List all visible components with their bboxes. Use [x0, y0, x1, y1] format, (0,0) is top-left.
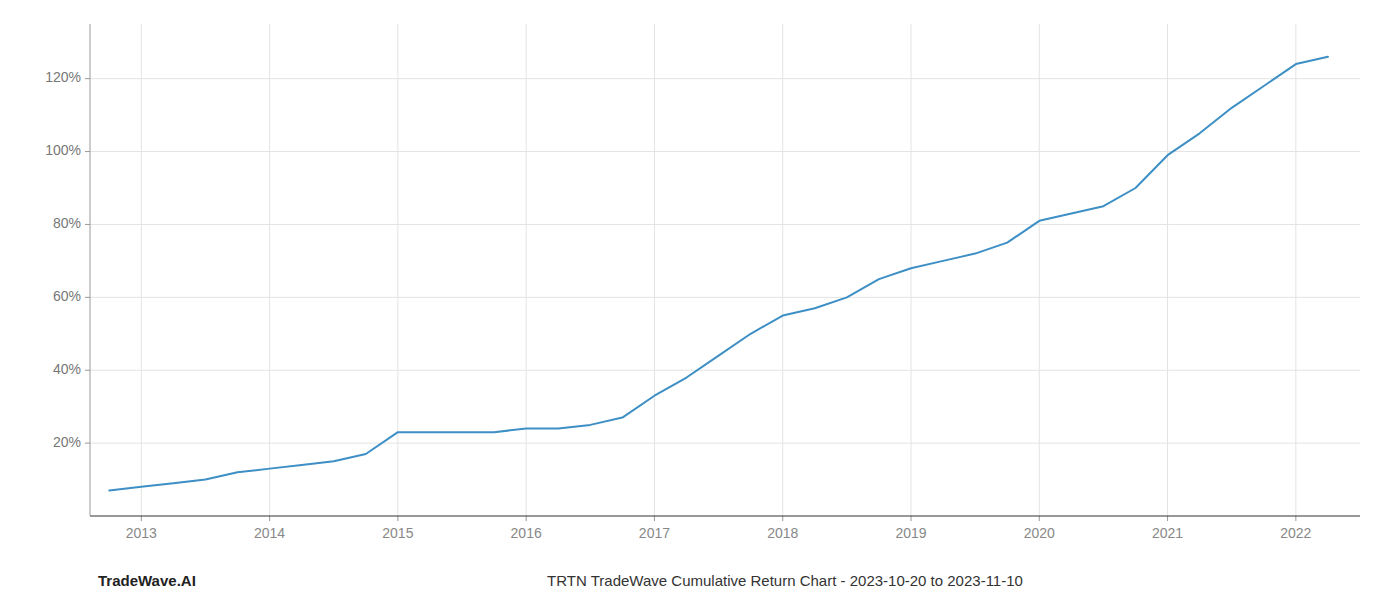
x-tick-label: 2022	[1280, 525, 1311, 541]
watermark: TradeWave.AI	[98, 572, 196, 589]
y-tick	[85, 443, 90, 444]
x-axis-line	[90, 515, 1360, 516]
y-tick	[85, 370, 90, 371]
y-tick-label: 20%	[53, 434, 81, 450]
y-tick-label: 60%	[53, 288, 81, 304]
x-tick	[526, 516, 527, 521]
y-grid-line	[90, 370, 1360, 371]
x-tick	[397, 516, 398, 521]
plot-area	[109, 57, 1328, 491]
x-tick	[1039, 516, 1040, 521]
y-grid-line	[90, 297, 1360, 298]
x-tick-label: 2013	[126, 525, 157, 541]
y-tick	[85, 297, 90, 298]
axes: 20% 40% 60% 80% 100% 120% 2013 2014 2015 2016 2017…	[45, 24, 1360, 541]
x-tick-label: 2021	[1152, 525, 1183, 541]
x-grid-line	[911, 24, 912, 516]
x-tick-label: 2019	[895, 525, 926, 541]
y-axis-line	[90, 24, 91, 516]
x-tick	[141, 516, 142, 521]
x-tick-label: 2015	[382, 525, 413, 541]
grid	[90, 24, 1360, 516]
x-grid-line	[269, 24, 270, 516]
x-tick	[269, 516, 270, 521]
y-tick-label: 40%	[53, 361, 81, 377]
x-grid-line	[654, 24, 655, 516]
x-tick	[1295, 516, 1296, 521]
x-tick	[782, 516, 783, 521]
x-tick	[911, 516, 912, 521]
y-tick-label: 100%	[45, 142, 81, 158]
x-grid-line	[397, 24, 398, 516]
x-tick-label: 2017	[639, 525, 670, 541]
x-tick-label: 2018	[767, 525, 798, 541]
x-grid-line	[526, 24, 527, 516]
x-tick-label: 2020	[1024, 525, 1055, 541]
chart-container: 20% 40% 60% 80% 100% 120% 2013 2014 2015 2016 2017…	[0, 0, 1400, 600]
y-tick	[85, 78, 90, 79]
x-tick	[654, 516, 655, 521]
x-grid-line	[1039, 24, 1040, 516]
y-tick-label: 120%	[45, 69, 81, 85]
x-grid-line	[141, 24, 142, 516]
data-line	[109, 57, 1328, 491]
x-grid-line	[782, 24, 783, 516]
background	[0, 0, 1400, 600]
y-tick	[85, 224, 90, 225]
x-tick-label: 2014	[254, 525, 285, 541]
x-grid-line	[1167, 24, 1168, 516]
y-grid-line	[90, 78, 1360, 79]
y-tick-label: 80%	[53, 215, 81, 231]
x-tick-label: 2016	[511, 525, 542, 541]
chart-title: TRTN TradeWave Cumulative Return Chart -…	[547, 572, 1023, 589]
y-grid-line	[90, 443, 1360, 444]
y-grid-line	[90, 224, 1360, 225]
x-grid-line	[1295, 24, 1296, 516]
y-grid-line	[90, 151, 1360, 152]
chart-svg: 20% 40% 60% 80% 100% 120% 2013 2014 2015 2016 2017…	[0, 0, 1400, 600]
x-tick	[1167, 516, 1168, 521]
y-tick	[85, 151, 90, 152]
